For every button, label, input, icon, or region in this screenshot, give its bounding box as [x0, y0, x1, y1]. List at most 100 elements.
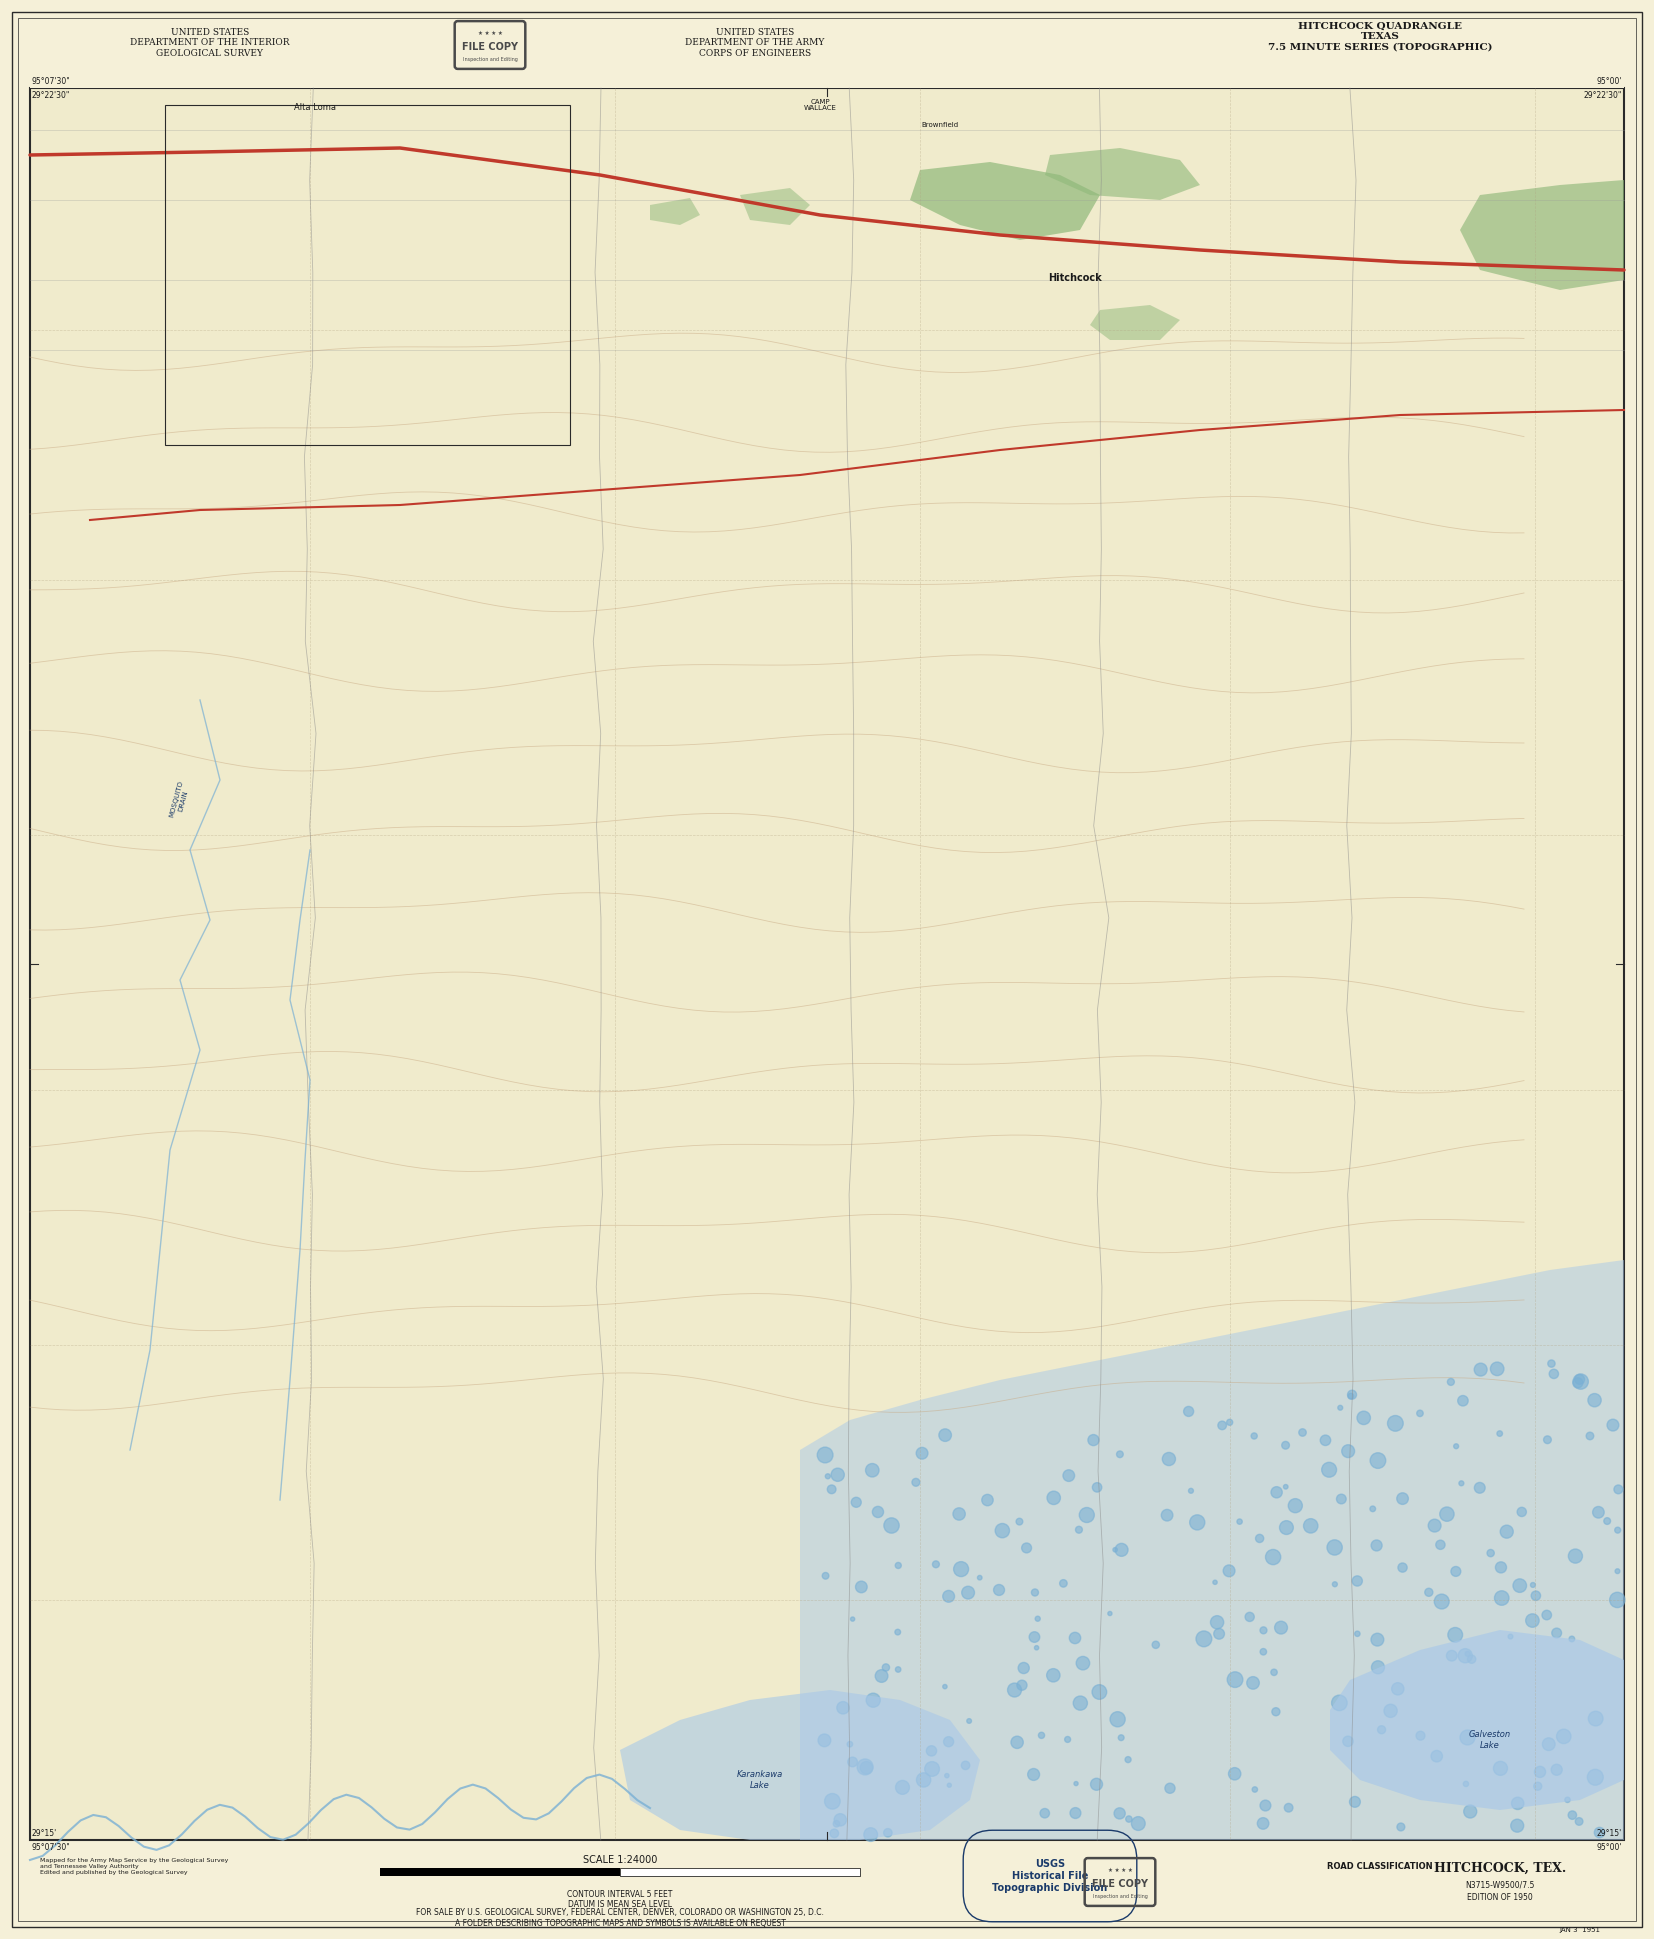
Circle shape — [1252, 1788, 1257, 1792]
Circle shape — [1451, 1567, 1460, 1576]
Circle shape — [847, 1741, 853, 1747]
Circle shape — [1217, 1421, 1227, 1429]
Circle shape — [1355, 1631, 1360, 1637]
Circle shape — [1543, 1737, 1555, 1751]
Circle shape — [1494, 1761, 1507, 1776]
Circle shape — [1250, 1433, 1257, 1439]
Circle shape — [1370, 1507, 1376, 1512]
Circle shape — [849, 1757, 857, 1766]
Circle shape — [1270, 1669, 1277, 1675]
Circle shape — [1350, 1796, 1360, 1807]
Circle shape — [1016, 1518, 1022, 1524]
Circle shape — [1614, 1569, 1619, 1574]
Circle shape — [1007, 1683, 1022, 1697]
Circle shape — [1184, 1406, 1194, 1417]
Text: Mapped for the Army Map Service by the Geological Survey
and Tennessee Valley Au: Mapped for the Army Map Service by the G… — [40, 1858, 228, 1875]
Circle shape — [1424, 1588, 1432, 1596]
Circle shape — [1034, 1646, 1039, 1650]
Circle shape — [1551, 1764, 1563, 1776]
Circle shape — [1588, 1394, 1601, 1408]
Circle shape — [1196, 1631, 1212, 1646]
Circle shape — [1011, 1735, 1024, 1749]
Circle shape — [1586, 1433, 1594, 1441]
Circle shape — [961, 1586, 974, 1600]
Circle shape — [1396, 1493, 1408, 1505]
Circle shape — [1280, 1520, 1293, 1534]
Circle shape — [1110, 1712, 1125, 1728]
Circle shape — [1131, 1817, 1145, 1830]
Circle shape — [1229, 1768, 1240, 1780]
Circle shape — [1465, 1652, 1470, 1656]
Polygon shape — [910, 163, 1100, 240]
Circle shape — [943, 1590, 954, 1602]
Circle shape — [954, 1561, 969, 1576]
Circle shape — [1088, 1435, 1098, 1446]
Circle shape — [1212, 1580, 1217, 1584]
Circle shape — [819, 1733, 830, 1747]
Circle shape — [994, 1584, 1004, 1596]
Circle shape — [943, 1737, 954, 1747]
Circle shape — [968, 1718, 971, 1724]
Circle shape — [1436, 1540, 1446, 1549]
Circle shape — [1029, 1633, 1040, 1642]
Text: Karankawa
Lake: Karankawa Lake — [738, 1770, 782, 1790]
Circle shape — [1604, 1518, 1611, 1524]
Circle shape — [1288, 1499, 1302, 1512]
Circle shape — [1270, 1487, 1282, 1499]
Circle shape — [1115, 1807, 1125, 1819]
Circle shape — [944, 1774, 949, 1778]
Circle shape — [978, 1574, 982, 1580]
Circle shape — [1153, 1640, 1159, 1648]
Circle shape — [1454, 1445, 1459, 1448]
Circle shape — [1384, 1704, 1398, 1718]
Polygon shape — [739, 188, 810, 225]
Circle shape — [895, 1563, 901, 1569]
Circle shape — [1247, 1677, 1259, 1689]
Circle shape — [1163, 1452, 1176, 1466]
Circle shape — [1189, 1514, 1204, 1530]
Circle shape — [883, 1828, 892, 1836]
Circle shape — [925, 1763, 939, 1776]
Circle shape — [1464, 1805, 1477, 1819]
Circle shape — [1439, 1507, 1454, 1522]
Circle shape — [1495, 1561, 1507, 1573]
Text: Hitchcock: Hitchcock — [1049, 273, 1102, 283]
Circle shape — [1490, 1361, 1503, 1375]
Text: UNITED STATES
DEPARTMENT OF THE ARMY
CORPS OF ENGINEERS: UNITED STATES DEPARTMENT OF THE ARMY COR… — [685, 27, 825, 58]
Text: N3715-W9500/7.5: N3715-W9500/7.5 — [1465, 1881, 1535, 1889]
Circle shape — [1035, 1617, 1040, 1621]
Text: FILE COPY: FILE COPY — [1092, 1879, 1148, 1889]
Circle shape — [1543, 1437, 1551, 1445]
Circle shape — [1356, 1412, 1371, 1425]
Circle shape — [1080, 1507, 1095, 1522]
Circle shape — [1517, 1507, 1527, 1516]
Circle shape — [860, 1761, 873, 1774]
Circle shape — [837, 1702, 849, 1714]
Circle shape — [1510, 1819, 1523, 1832]
Circle shape — [863, 1828, 878, 1842]
Polygon shape — [1045, 147, 1201, 200]
Bar — [380, 1867, 620, 1877]
Circle shape — [1614, 1528, 1621, 1534]
Circle shape — [1371, 1633, 1384, 1646]
Circle shape — [1371, 1662, 1384, 1673]
Circle shape — [1116, 1450, 1123, 1458]
Circle shape — [1434, 1594, 1449, 1609]
Circle shape — [1108, 1611, 1111, 1615]
Circle shape — [1039, 1732, 1045, 1739]
Circle shape — [1533, 1782, 1542, 1790]
Circle shape — [1092, 1483, 1102, 1493]
Circle shape — [1284, 1803, 1293, 1813]
Circle shape — [1227, 1671, 1242, 1687]
Circle shape — [996, 1524, 1009, 1538]
Circle shape — [1474, 1363, 1487, 1377]
Circle shape — [1070, 1807, 1082, 1819]
Circle shape — [834, 1813, 847, 1827]
Circle shape — [1570, 1637, 1575, 1642]
Circle shape — [982, 1495, 992, 1507]
Circle shape — [1568, 1811, 1576, 1819]
Circle shape — [1245, 1613, 1254, 1621]
Circle shape — [834, 1821, 840, 1827]
Circle shape — [916, 1446, 928, 1460]
Circle shape — [1512, 1797, 1523, 1809]
